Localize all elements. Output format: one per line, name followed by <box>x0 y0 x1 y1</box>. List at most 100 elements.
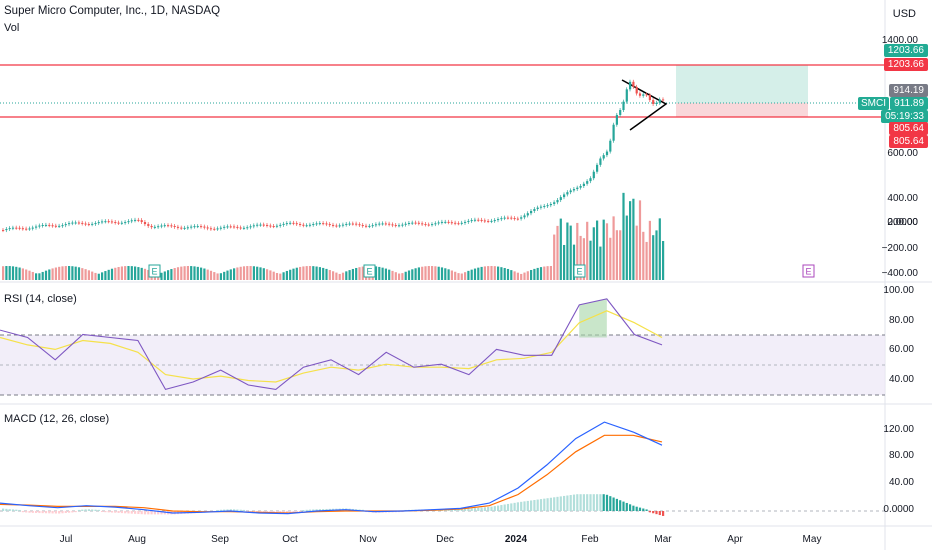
earnings-marker-label: E <box>151 267 157 277</box>
candle <box>612 124 615 141</box>
candle <box>206 227 209 229</box>
signal-line[interactable] <box>0 434 663 514</box>
earnings-marker[interactable] <box>363 264 376 278</box>
ticker-badge[interactable]: SMCI <box>858 97 889 110</box>
macd-hist-bar <box>97 509 100 511</box>
volume-bar <box>137 267 140 280</box>
price-tag-support: 805.64 <box>889 135 928 148</box>
candle <box>658 99 661 103</box>
macd-hist-bar <box>629 504 632 511</box>
candle <box>503 217 506 219</box>
candle <box>473 219 477 221</box>
macd-hist-bar <box>513 502 516 511</box>
candle <box>440 221 444 223</box>
price-tick: −200.00 <box>882 243 919 254</box>
macd-hist-bar <box>516 502 519 511</box>
candle <box>167 225 170 227</box>
macd-hist-bar <box>114 511 117 513</box>
candle <box>355 223 358 225</box>
macd-hist-bar <box>21 511 24 513</box>
rsi-line[interactable] <box>0 298 663 391</box>
volume-bar <box>510 270 513 280</box>
macd-label[interactable]: MACD (12, 26, close) <box>4 413 110 425</box>
macd-hist-bar <box>612 497 615 511</box>
candle <box>394 225 397 227</box>
earnings-markers[interactable]: E E E E <box>148 264 815 278</box>
candle <box>506 217 510 219</box>
earnings-marker[interactable] <box>573 264 586 278</box>
triangle-pattern[interactable] <box>621 79 668 131</box>
volume-bar <box>8 266 11 280</box>
volume-bar <box>233 268 236 280</box>
rsi-tick: 80.00 <box>889 315 914 326</box>
macd-line[interactable] <box>0 421 663 515</box>
rsi-ma-line[interactable] <box>0 310 663 383</box>
price-tag-support: 805.64 <box>889 122 928 135</box>
currency-label[interactable]: USD <box>892 8 916 20</box>
macd-hist-bar <box>302 509 305 511</box>
volume-bar <box>662 241 665 280</box>
macd-hist-bar <box>615 498 618 511</box>
macd-hist-bar <box>480 507 483 511</box>
time-axis[interactable]: Jul Aug Sep Oct Nov Dec 2024 Feb Mar Apr May <box>60 534 822 545</box>
candle <box>437 222 440 224</box>
earnings-marker[interactable] <box>148 264 161 278</box>
volume-bar <box>477 267 480 280</box>
macd-hist-bar <box>605 494 609 511</box>
macd-hist-bar <box>464 508 467 511</box>
macd-hist-bar <box>322 509 325 511</box>
candle <box>358 224 361 226</box>
candle <box>368 225 371 227</box>
candle <box>470 220 473 222</box>
profit-zone[interactable] <box>676 65 808 103</box>
candle <box>427 224 430 226</box>
candle <box>256 224 259 226</box>
candle <box>516 218 519 220</box>
volume-label: Vol <box>4 22 20 34</box>
volume-bar <box>411 269 414 280</box>
candle <box>170 225 173 227</box>
macd-hist-bar <box>41 511 44 514</box>
candle <box>424 224 427 226</box>
volume-bar <box>209 270 213 280</box>
time-tick: Nov <box>359 534 377 545</box>
candle <box>124 222 127 224</box>
macd-hist-bar <box>61 511 64 514</box>
volume-bar <box>2 266 5 280</box>
candle <box>94 223 97 225</box>
candle <box>137 219 140 221</box>
volume-bar <box>41 271 44 280</box>
candle <box>190 226 193 228</box>
candle <box>645 94 648 96</box>
price-tick: 600.00 <box>887 148 918 159</box>
price-axis[interactable]: 1400.00 600.00 400.00 0.0000 −200.00 −400.00 2… <box>882 35 919 515</box>
rsi-label[interactable]: RSI (14, close) <box>4 293 77 305</box>
volume-bar <box>566 222 569 280</box>
candle <box>233 226 236 228</box>
volume-bar <box>394 272 397 280</box>
candle <box>543 205 546 207</box>
volume-bar <box>266 269 269 280</box>
candle <box>292 222 295 224</box>
macd-hist-bar <box>54 511 57 514</box>
candle <box>652 100 655 104</box>
candle <box>279 224 282 226</box>
volume-bar <box>25 269 28 280</box>
candle <box>536 207 539 210</box>
candle <box>566 192 569 195</box>
candle <box>460 222 463 224</box>
macd-hist-bar <box>28 511 31 513</box>
earnings-marker-upcoming[interactable] <box>802 264 815 278</box>
macd-hist-bar <box>91 509 94 511</box>
candle <box>18 227 21 229</box>
macd-hist-bar <box>648 511 651 513</box>
macd-hist-bar <box>493 506 496 511</box>
loss-zone[interactable] <box>676 103 808 117</box>
volume-bar <box>38 273 41 280</box>
macd-hist-bar <box>289 511 292 513</box>
volume-bar <box>295 267 298 280</box>
volume-bar <box>305 266 308 280</box>
macd-hist-bar <box>454 509 457 511</box>
volume-bar <box>190 266 193 280</box>
